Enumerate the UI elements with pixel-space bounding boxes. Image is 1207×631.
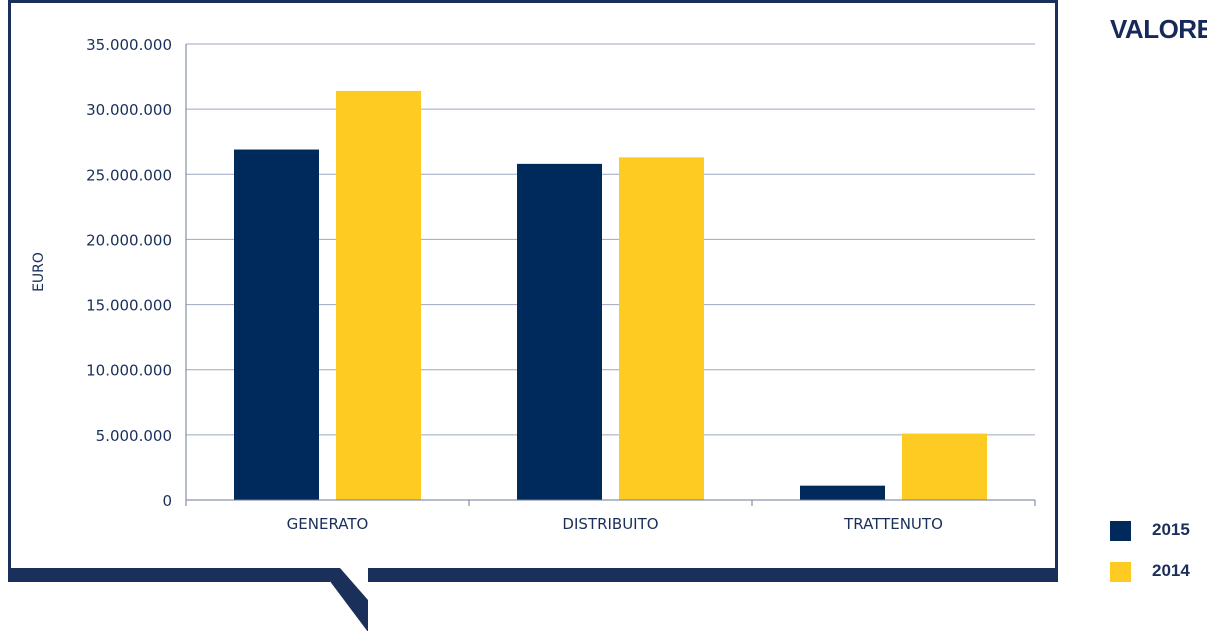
bars	[234, 90, 987, 500]
x-tick-label: TRATTENUTO	[843, 515, 943, 533]
y-tick-label: 30.000.000	[86, 101, 172, 119]
axes	[185, 44, 1036, 506]
bar-2014-trattenuto	[902, 433, 987, 500]
chart-frame	[8, 0, 1058, 576]
tick-labels: 0 5.000.000 10.000.000 15.000.000 20.000.000…	[31, 36, 943, 533]
legend-label-2015: 2015	[1152, 520, 1190, 539]
side-title: VALORE E	[1110, 14, 1207, 44]
legend-label-2014: 2014	[1152, 561, 1190, 580]
x-tick-label: DISTRIBUITO	[562, 515, 658, 533]
y-tick-label: 20.000.000	[86, 231, 172, 249]
y-axis-label: EURO	[31, 252, 47, 292]
bar-2015-distribuito	[517, 163, 602, 500]
bar-2015-generato	[234, 149, 319, 500]
y-tick-label: 25.000.000	[86, 166, 172, 184]
legend-swatch-2014	[1110, 562, 1131, 582]
y-tick-label: 35.000.000	[86, 36, 172, 54]
y-tick-label: 5.000.000	[96, 427, 172, 445]
legend-swatch-2015	[1110, 521, 1131, 541]
grid-lines	[186, 43, 1035, 436]
bar-2014-distribuito	[619, 157, 704, 500]
x-tick-label: GENERATO	[287, 515, 369, 533]
y-tick-label: 15.000.000	[86, 297, 172, 315]
y-tick-label: 10.000.000	[86, 362, 172, 380]
y-tick-label: 0	[162, 492, 172, 510]
speech-tail-decoration	[8, 568, 1058, 631]
bar-2014-generato	[336, 90, 421, 500]
bar-2015-trattenuto	[800, 485, 885, 500]
